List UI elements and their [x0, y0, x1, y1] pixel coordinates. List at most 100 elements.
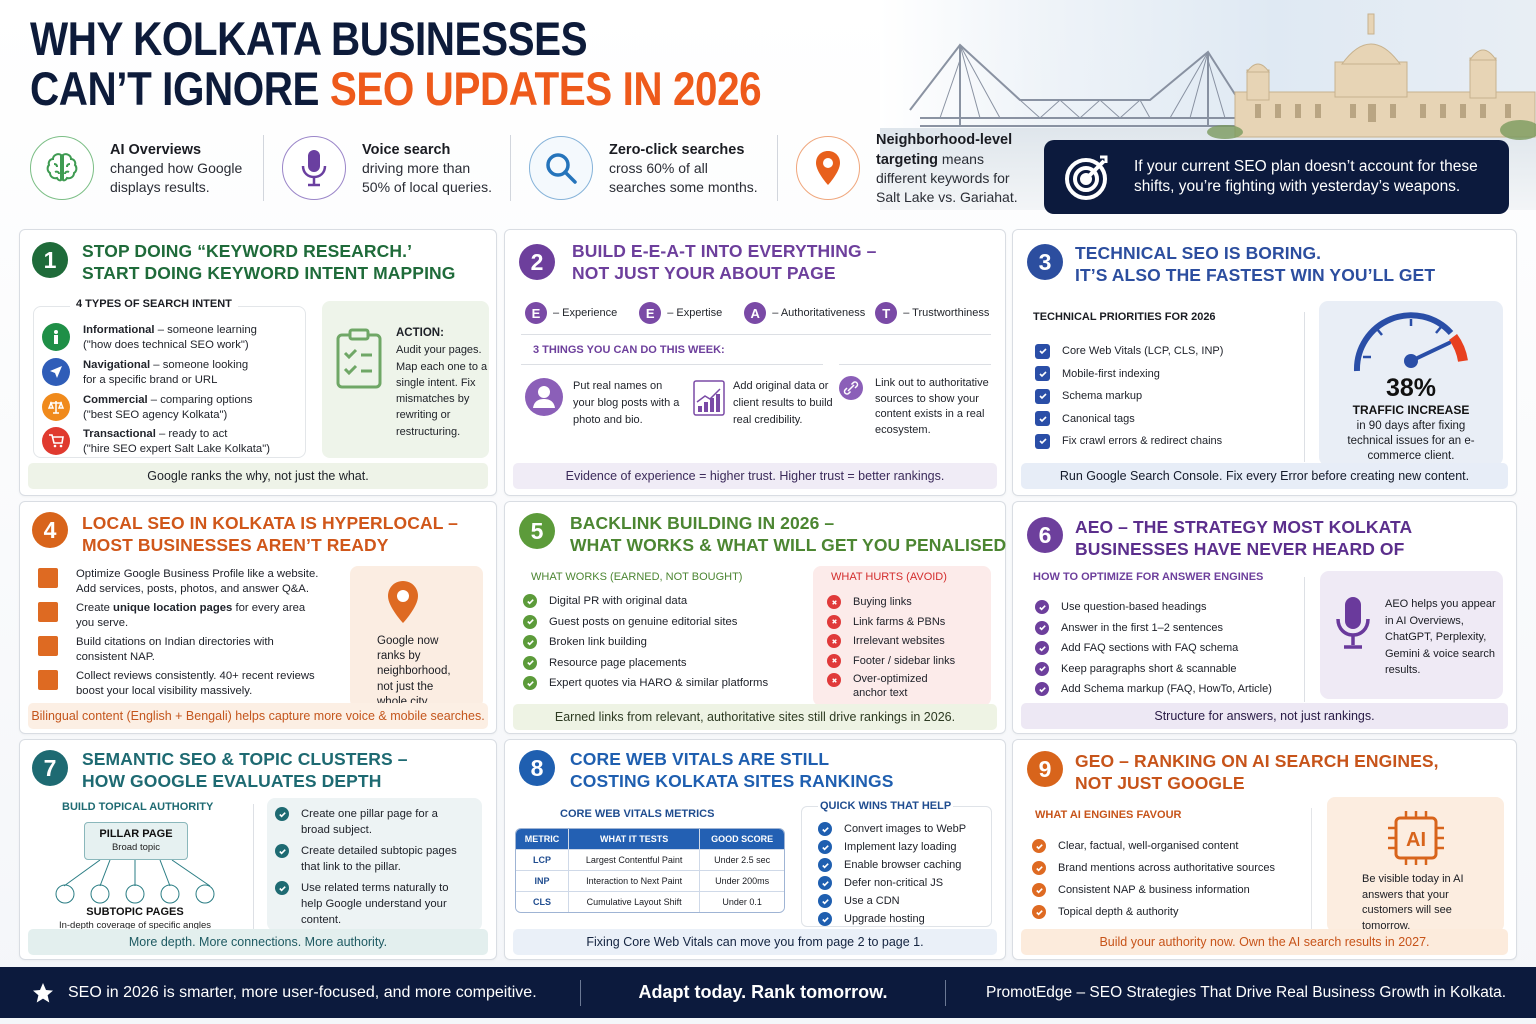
intent-informational: Informational – someone learning ("how do… [42, 323, 257, 352]
divider [263, 135, 264, 201]
divider [945, 979, 946, 1006]
checkbox-checked-icon [1035, 433, 1050, 449]
priorities-list: Core Web Vitals (LCP, CLS, INP) Mobile-f… [1035, 340, 1223, 453]
divider [1304, 312, 1305, 462]
intent-types-title: 4 TYPES OF SEARCH INTENT [70, 298, 238, 310]
x-circle-icon [827, 595, 841, 609]
info-icon [42, 323, 70, 351]
footer-tagline: Adapt today. Rank tomorrow. [638, 982, 888, 1002]
x-circle-icon [827, 614, 841, 629]
warning-callout: If your current SEO plan doesn’t account… [1044, 140, 1509, 214]
column-header: WHAT IT TESTS [568, 829, 700, 849]
divider [1304, 577, 1305, 702]
checkbox-checked-icon [1035, 388, 1050, 404]
check-circle-icon [1035, 661, 1049, 676]
card-core-web-vitals: 8 CORE WEB VITALS ARE STILL COSTING KOLKA… [504, 739, 1006, 960]
clipboard-checklist-icon [336, 328, 382, 389]
card-footer-takeaway: Evidence of experience = higher trust. H… [513, 463, 997, 489]
traffic-stat-box: 38% TRAFFIC INCREASE in 90 days after fi… [1319, 301, 1503, 466]
check-circle-icon [818, 858, 832, 872]
divider [521, 334, 991, 335]
card-footer-takeaway: Fixing Core Web Vitals can move you from… [513, 929, 997, 955]
divider [580, 979, 581, 1006]
local-item-reviews: Collect reviews consistently. 40+ recent… [38, 669, 336, 699]
what-hurts-list: Buying links Link farms & PBNs Irrelevan… [827, 595, 955, 700]
stat-description: in 90 days after fixing technical issues… [1347, 420, 1475, 462]
card-keyword-intent: 1 STOP DOING “KEYWORD RESEARCH.’ START DO… [19, 229, 497, 496]
divider [839, 364, 991, 365]
key-stats-row: AI Overviews changed how Google displays … [30, 132, 1050, 205]
step-number-badge: 1 [32, 242, 68, 278]
check-circle-icon [275, 807, 289, 821]
action-box: ACTION: Audit your pages. Map each one to… [322, 301, 489, 458]
step-number-badge: 2 [519, 244, 555, 280]
card-semantic-seo: 7 SEMANTIC SEO & TOPIC CLUSTERS – HOW GOO… [19, 739, 497, 960]
hero-header: WHY KOLKATA BUSINESSES CAN’T IGNORE SEO … [0, 0, 1536, 228]
check-circle-icon [818, 876, 832, 890]
card-title: BACKLINK BUILDING IN 2026 – WHAT WORKS & … [570, 513, 1007, 555]
microphone-icon [1336, 597, 1370, 649]
title-accent: SEO UPDATES IN 2026 [329, 62, 762, 115]
intent-navigational: Navigational – someone looking for a spec… [42, 358, 248, 387]
page-title: WHY KOLKATA BUSINESSES CAN’T IGNORE SEO … [30, 14, 762, 115]
topical-authority-title: BUILD TOPICAL AUTHORITY [62, 801, 214, 813]
list-item: Create detailed subtopic pages that link… [275, 843, 476, 875]
what-hurts-title: WHAT HURTS (AVOID) [831, 571, 947, 583]
list-item: Schema markup [1035, 385, 1223, 408]
check-circle-icon [1032, 839, 1046, 853]
list-item: Use question-based headings [1035, 597, 1272, 618]
card-local-seo: 4 LOCAL SEO IN KOLKATA IS HYPERLOCAL – MO… [19, 501, 497, 734]
thing-link-out: Link out to authoritative sources to sho… [839, 376, 995, 438]
navigation-arrow-icon [42, 358, 70, 386]
card-footer-takeaway: Bilingual content (English + Bengali) he… [28, 703, 488, 729]
step-number-badge: 8 [519, 750, 555, 786]
thing-original-data: Add original data or client results to b… [693, 378, 833, 429]
directory-icon [38, 636, 58, 656]
microphone-icon [282, 136, 346, 200]
card-title: GEO – RANKING ON AI SEARCH ENGINES, NOT J… [1075, 751, 1439, 793]
check-circle-icon [1035, 641, 1049, 656]
card-backlinks: 5 BACKLINK BUILDING IN 2026 – WHAT WORKS … [504, 501, 1006, 734]
brain-icon [30, 136, 94, 200]
table-row: CLS Cumulative Layout Shift Under 0.1 [516, 891, 784, 912]
intent-transactional: Transactional – ready to act ("hire SEO e… [42, 427, 270, 456]
aeo-callout: AEO helps you appear in AI Overviews, Ch… [1320, 571, 1503, 699]
eeat-legend: E – Experience E – Expertise A – Authoritat… [525, 302, 989, 324]
star-icon [33, 982, 53, 1002]
eeat-experience: E – Experience [525, 302, 617, 324]
divider [1311, 808, 1312, 933]
list-item: Answer in the first 1–2 sentences [1035, 618, 1272, 639]
eeat-expertise: E – Expertise [639, 302, 722, 324]
check-circle-icon [523, 594, 537, 608]
footer-banner: SEO in 2026 is smarter, more user-focuse… [0, 967, 1536, 1018]
ai-engines-favour-title: WHAT AI ENGINES FAVOUR [1035, 809, 1182, 821]
list-item: Irrelevant websites [827, 634, 955, 654]
local-item-gbp: Optimize Google Business Profile like a … [38, 567, 336, 597]
check-circle-icon [1035, 600, 1049, 615]
list-item: Buying links [827, 595, 955, 615]
divider [777, 135, 778, 201]
card-footer-takeaway: Earned links from relevant, authoritativ… [513, 704, 997, 730]
intent-commercial: Commercial – comparing options ("best SEO… [42, 393, 253, 422]
check-circle-icon [1035, 620, 1049, 635]
checkbox-checked-icon [1035, 343, 1050, 359]
card-title: SEMANTIC SEO & TOPIC CLUSTERS – HOW GOOGL… [82, 749, 408, 791]
card-title: AEO – THE STRATEGY MOST KOLKATA BUSINESSE… [1075, 517, 1413, 559]
card-title: BUILD E-E-A-T INTO EVERYTHING – NOT JUST … [572, 241, 877, 283]
cluster-tips-box: Create one pillar page for a broad subje… [267, 798, 482, 931]
card-eeat: 2 BUILD E-E-A-T INTO EVERYTHING – NOT JUS… [504, 229, 1006, 496]
checkbox-checked-icon [1035, 366, 1050, 382]
neighborhood-callout: Google now ranks by neighborhood, not ju… [350, 566, 483, 708]
card-geo: 9 GEO – RANKING ON AI SEARCH ENGINES, NOT… [1012, 739, 1517, 960]
cwv-metrics-table: METRIC WHAT IT TESTS GOOD SCORE LCP Large… [515, 828, 785, 913]
step-number-badge: 9 [1027, 751, 1063, 787]
stat-neighborhood: Neighborhood-level targeting means diffe… [796, 132, 1050, 205]
user-avatar-icon [525, 378, 563, 416]
list-item: Add FAQ sections with FAQ schema [1035, 638, 1272, 659]
divider [521, 364, 823, 365]
card-footer-takeaway: More depth. More connections. More autho… [28, 929, 488, 955]
list-item: Resource page placements [523, 655, 768, 677]
local-item-location-pages: Create unique location pages for every a… [38, 601, 321, 631]
list-item: Use related terms naturally to help Goog… [275, 880, 476, 928]
